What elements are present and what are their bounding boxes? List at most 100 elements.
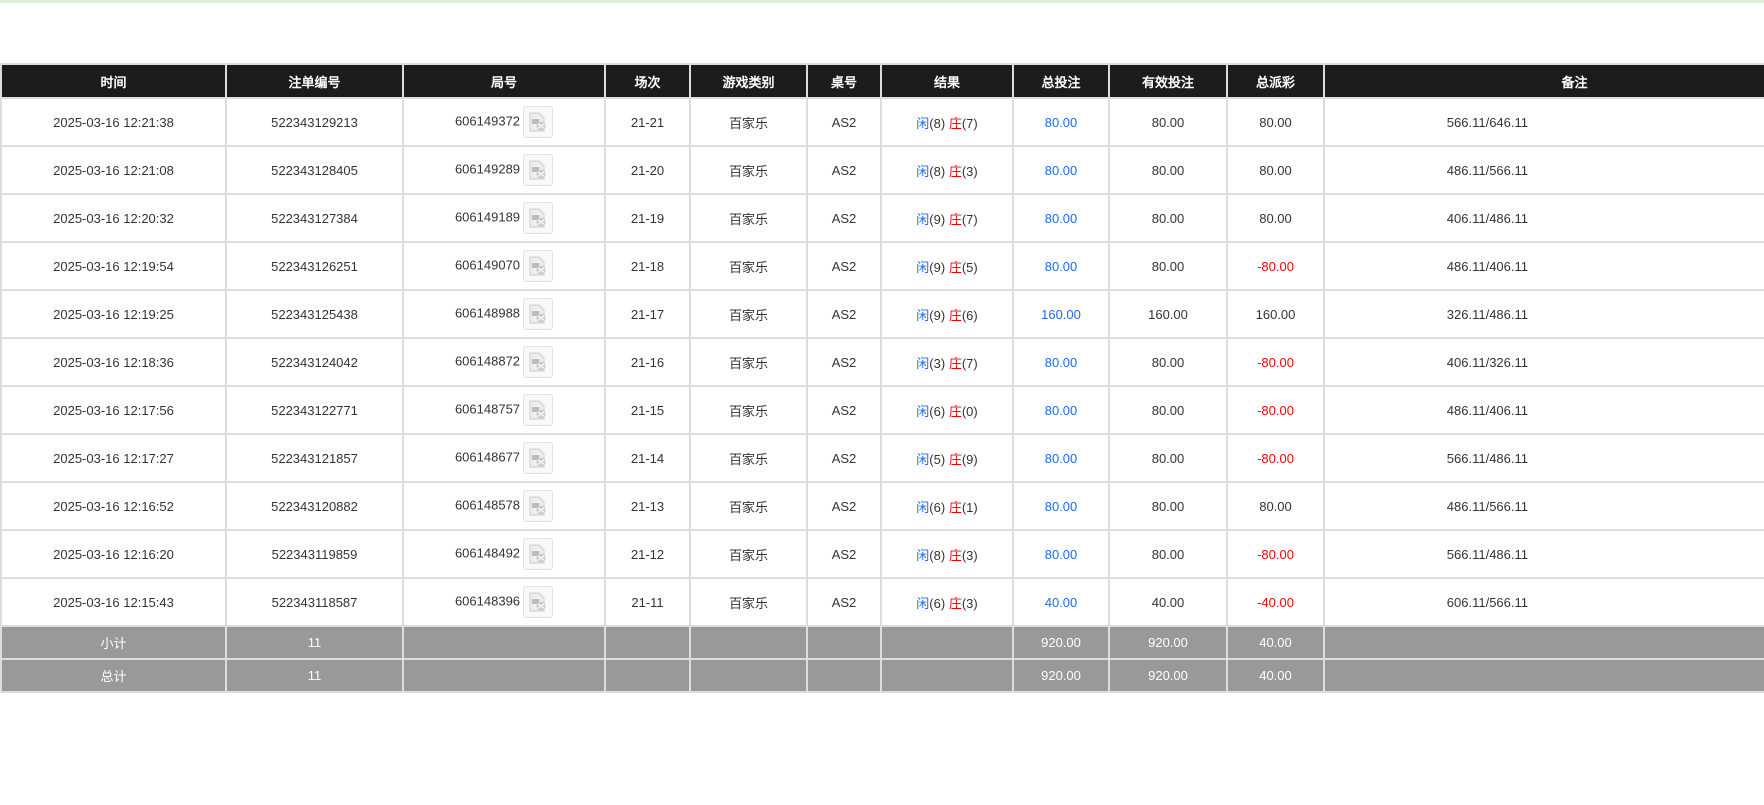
cell-valid-bet: 40.00 [1108, 577, 1228, 627]
cell-payout: 80.00 [1226, 145, 1325, 195]
cell-valid-bet: 160.00 [1108, 289, 1228, 339]
summary-empty-cell [689, 658, 808, 693]
cell-game-type: 百家乐 [689, 481, 808, 531]
video-replay-icon[interactable] [523, 442, 554, 474]
banker-score: (7) [961, 355, 978, 371]
cell-valid-bet: 80.00 [1108, 385, 1228, 435]
cell-valid-bet: 80.00 [1108, 193, 1228, 243]
banker-label: 庄 [948, 595, 962, 611]
cell-shoe: 21-13 [604, 481, 691, 531]
cell-table-no: AS2 [806, 529, 882, 579]
table-header: 时间 注单编号 局号 场次 游戏类别 桌号 结果 总投注 有效投注 总派彩 备注 [0, 63, 1764, 99]
cell-game-type: 百家乐 [689, 241, 808, 291]
header-game-type: 游戏类别 [689, 63, 808, 99]
video-replay-icon[interactable] [523, 346, 554, 378]
cell-time: 2025-03-16 12:15:43 [0, 577, 227, 627]
cell-bet-id: 522343129213 [225, 97, 404, 147]
cell-bet-id: 522343124042 [225, 337, 404, 387]
header-table-no: 桌号 [806, 63, 882, 99]
banker-label: 庄 [948, 355, 962, 371]
banker-score: (0) [961, 403, 978, 419]
summary-count: 11 [225, 625, 404, 660]
player-label: 闲 [916, 547, 930, 563]
video-replay-icon[interactable] [523, 106, 554, 138]
cell-result: 闲(6) 庄(1) [880, 481, 1014, 531]
header-remark: 备注 [1323, 63, 1764, 99]
cell-bet-id: 522343127384 [225, 193, 404, 243]
cell-shoe: 21-21 [604, 97, 691, 147]
cell-total-bet: 80.00 [1012, 145, 1110, 195]
header-shoe: 场次 [604, 63, 691, 99]
cell-total-bet: 80.00 [1012, 385, 1110, 435]
cell-time: 2025-03-16 12:21:38 [0, 97, 227, 147]
cell-time: 2025-03-16 12:19:54 [0, 241, 227, 291]
player-label: 闲 [916, 259, 930, 275]
cell-payout: -80.00 [1226, 337, 1325, 387]
video-replay-icon[interactable] [523, 202, 554, 234]
video-replay-icon[interactable] [523, 250, 554, 282]
cell-time: 2025-03-16 12:16:20 [0, 529, 227, 579]
subtotal-row: 小计 11 920.00 920.00 40.00 [0, 625, 1764, 660]
player-label: 闲 [916, 451, 930, 467]
table-row: 2025-03-16 12:18:36 522343124042 606148872… [0, 337, 1764, 387]
cell-result: 闲(5) 庄(9) [880, 433, 1014, 483]
table-row: 2025-03-16 12:19:25 522343125438 606148988… [0, 289, 1764, 339]
cell-valid-bet: 80.00 [1108, 97, 1228, 147]
summary-remark [1323, 658, 1764, 693]
player-label: 闲 [916, 403, 930, 419]
cell-remark: 406.11/326.11 [1323, 337, 1764, 387]
cell-game-type: 百家乐 [689, 193, 808, 243]
cell-valid-bet: 80.00 [1108, 145, 1228, 195]
header-total-bet: 总投注 [1012, 63, 1110, 99]
summary-count: 11 [225, 658, 404, 693]
cell-game-type: 百家乐 [689, 97, 808, 147]
summary-empty-cell [689, 625, 808, 660]
video-replay-icon[interactable] [523, 490, 554, 522]
summary-payout: 40.00 [1226, 625, 1325, 660]
cell-round: 606149289 [402, 145, 606, 195]
cell-remark: 566.11/486.11 [1323, 433, 1764, 483]
cell-time: 2025-03-16 12:21:08 [0, 145, 227, 195]
banker-label: 庄 [948, 163, 962, 179]
round-number: 606148872 [454, 353, 521, 369]
summary-total-bet: 920.00 [1012, 658, 1110, 693]
banker-label: 庄 [948, 307, 962, 323]
cell-shoe: 21-17 [604, 289, 691, 339]
cell-result: 闲(8) 庄(3) [880, 145, 1014, 195]
round-number: 606149372 [454, 113, 521, 129]
cell-time: 2025-03-16 12:20:32 [0, 193, 227, 243]
banker-label: 庄 [948, 403, 962, 419]
cell-payout: -80.00 [1226, 433, 1325, 483]
cell-payout: 80.00 [1226, 481, 1325, 531]
table-row: 2025-03-16 12:16:20 522343119859 606148492… [0, 529, 1764, 579]
cell-table-no: AS2 [806, 97, 882, 147]
cell-shoe: 21-16 [604, 337, 691, 387]
banker-label: 庄 [948, 211, 962, 227]
cell-remark: 566.11/646.11 [1323, 97, 1764, 147]
cell-payout: -80.00 [1226, 241, 1325, 291]
banker-score: (5) [961, 259, 978, 275]
grandtotal-row: 总计 11 920.00 920.00 40.00 [0, 658, 1764, 693]
banker-score: (6) [961, 307, 978, 323]
cell-total-bet: 80.00 [1012, 241, 1110, 291]
summary-total-bet: 920.00 [1012, 625, 1110, 660]
cell-table-no: AS2 [806, 577, 882, 627]
video-replay-icon[interactable] [523, 394, 554, 426]
video-replay-icon[interactable] [523, 154, 554, 186]
video-replay-icon[interactable] [523, 298, 554, 330]
player-score: (3) [929, 355, 946, 371]
cell-round: 606148872 [402, 337, 606, 387]
cell-round: 606148492 [402, 529, 606, 579]
summary-empty-cell [806, 658, 882, 693]
cell-game-type: 百家乐 [689, 577, 808, 627]
video-replay-icon[interactable] [523, 538, 554, 570]
cell-game-type: 百家乐 [689, 145, 808, 195]
round-number: 606149070 [454, 257, 521, 273]
video-replay-icon[interactable] [523, 586, 554, 618]
summary-valid-bet: 920.00 [1108, 625, 1228, 660]
player-score: (9) [929, 211, 946, 227]
summary-remark [1323, 625, 1764, 660]
cell-valid-bet: 80.00 [1108, 481, 1228, 531]
banker-label: 庄 [948, 259, 962, 275]
cell-result: 闲(8) 庄(3) [880, 529, 1014, 579]
